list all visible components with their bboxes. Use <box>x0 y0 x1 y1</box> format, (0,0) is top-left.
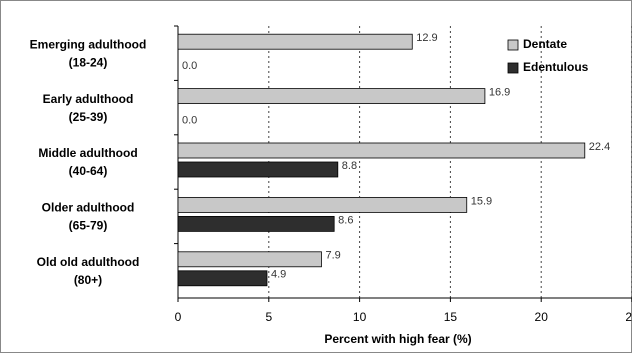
y-tick-label: (80+) <box>74 273 102 287</box>
legend-swatch <box>507 62 519 74</box>
legend-label: Dentate <box>523 37 567 51</box>
y-tick-label: Older adulthood <box>42 201 135 215</box>
value-label: 22.4 <box>589 141 610 153</box>
x-tick-label: 0 <box>175 310 182 324</box>
y-tick-label: Early adulthood <box>43 92 134 106</box>
x-tick-label: 10 <box>353 310 367 324</box>
x-tick-label: 20 <box>535 310 549 324</box>
bar <box>177 161 339 178</box>
legend-label: Edentulous <box>523 60 589 74</box>
value-label: 12.9 <box>416 32 437 44</box>
value-label: 15.9 <box>471 195 492 207</box>
value-label: 8.8 <box>342 160 357 172</box>
bar <box>177 215 335 232</box>
value-label: 0.0 <box>182 60 197 72</box>
bar <box>177 196 468 213</box>
value-label: 0.0 <box>182 115 197 127</box>
y-tick-label: (65-79) <box>69 219 108 233</box>
x-axis-label: Percent with high fear (%) <box>324 332 471 346</box>
bar <box>177 251 322 268</box>
y-tick-label: Middle adulthood <box>38 146 137 160</box>
y-tick-label: (18-24) <box>69 55 108 69</box>
value-label: 7.9 <box>325 250 340 262</box>
value-label: 8.6 <box>338 214 353 226</box>
bar <box>177 33 413 50</box>
y-tick-label: Old old adulthood <box>37 255 140 269</box>
value-label: 16.9 <box>489 87 510 99</box>
x-tick-label: 15 <box>444 310 458 324</box>
y-tick-label: (25-39) <box>69 110 108 124</box>
y-tick-label: (40-64) <box>69 164 108 178</box>
bar <box>177 88 486 104</box>
bar <box>177 270 268 287</box>
x-tick-label: 25 <box>625 310 632 324</box>
bar <box>177 142 586 159</box>
value-label: 4.9 <box>271 269 286 281</box>
y-tick-label: Emerging adulthood <box>30 37 147 51</box>
x-tick-label: 5 <box>265 310 272 324</box>
legend-swatch <box>507 39 519 51</box>
